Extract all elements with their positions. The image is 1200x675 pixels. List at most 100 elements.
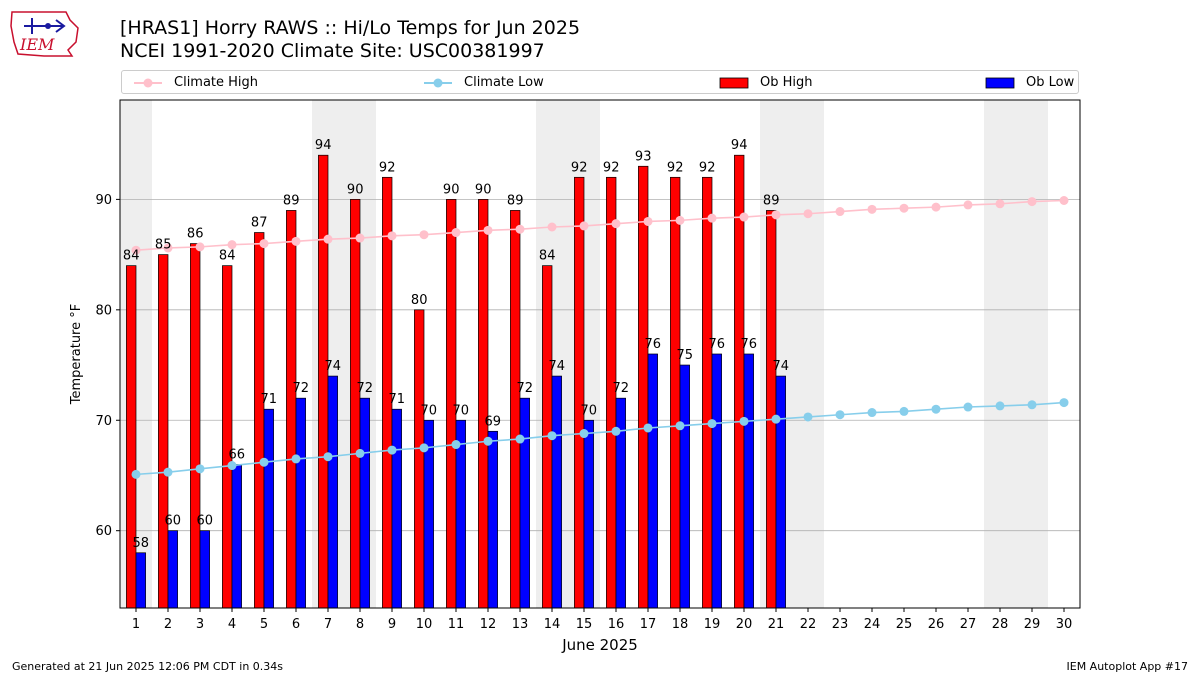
- climate-high-point-day-15: [579, 221, 589, 231]
- x-tick-label-day-17: 17: [640, 617, 657, 632]
- ob-high-label-day-4: 84: [219, 249, 236, 264]
- ob-low-label-day-19: 76: [709, 337, 726, 352]
- y-tick-label-80: 80: [95, 303, 112, 318]
- climate-high-point-day-29: [1027, 197, 1037, 207]
- ob-high-label-day-20: 94: [731, 138, 748, 153]
- climate-high-point-day-13: [515, 224, 525, 234]
- climate-low-point-day-24: [867, 408, 877, 418]
- climate-low-point-day-17: [643, 423, 653, 433]
- x-tick-label-day-8: 8: [356, 617, 364, 632]
- ob-high-label-day-2: 85: [155, 238, 172, 253]
- x-tick-label-day-20: 20: [736, 617, 753, 632]
- x-tick-label-day-18: 18: [672, 617, 689, 632]
- climate-high-point-day-14: [547, 222, 557, 232]
- ob-high-bar-day-3: [190, 243, 201, 609]
- ob-high-label-day-19: 92: [699, 160, 716, 175]
- legend-label-climate-low: Climate Low: [464, 75, 544, 90]
- ob-high-bar-day-1: [126, 265, 137, 609]
- climate-high-point-day-20: [739, 212, 749, 222]
- ob-low-bar-day-7: [327, 375, 338, 609]
- x-tick-label-day-11: 11: [448, 617, 465, 632]
- climate-low-point-day-11: [451, 440, 461, 450]
- climate-low-point-day-5: [259, 457, 269, 467]
- x-tick-label-day-29: 29: [1024, 617, 1041, 632]
- ob-low-label-day-18: 75: [677, 348, 694, 363]
- x-tick-label-day-10: 10: [416, 617, 433, 632]
- ob-high-label-day-9: 92: [379, 160, 396, 175]
- climate-low-point-day-23: [835, 410, 845, 420]
- weekend-shade-day-29: [1016, 100, 1048, 608]
- climate-lines-group: [131, 195, 1069, 479]
- ob-high-label-day-10: 80: [411, 293, 428, 308]
- chart-subtitle: NCEI 1991-2020 Climate Site: USC00381997: [120, 40, 545, 62]
- ob-high-label-day-17: 93: [635, 149, 652, 164]
- x-tick-label-day-16: 16: [608, 617, 625, 632]
- climate-high-point-day-9: [387, 231, 397, 241]
- x-tick-label-day-3: 3: [196, 617, 204, 632]
- ob-low-label-day-15: 70: [581, 403, 598, 418]
- weekend-shade-day-22: [792, 100, 824, 608]
- climate-low-point-day-2: [163, 467, 173, 477]
- climate-low-point-day-9: [387, 445, 397, 455]
- weekend-shade-day-28: [984, 100, 1016, 608]
- ob-high-bar-day-21: [766, 210, 777, 609]
- ob-low-bar-day-20: [743, 353, 754, 609]
- ob-high-label-day-12: 90: [475, 182, 492, 197]
- ob-low-bar-day-15: [583, 419, 594, 609]
- x-tick-label-day-27: 27: [960, 617, 977, 632]
- ob-low-label-day-13: 72: [517, 381, 534, 396]
- x-tick-label-day-15: 15: [576, 617, 593, 632]
- plot-frame: [119, 99, 1081, 609]
- climate-low-point-day-8: [355, 448, 365, 458]
- x-tick-label-day-21: 21: [768, 617, 785, 632]
- climate-high-point-day-10: [419, 230, 429, 240]
- ob-high-bar-day-18: [670, 176, 681, 609]
- ob-high-bar-day-4: [222, 265, 233, 609]
- climate-low-point-day-30: [1059, 398, 1069, 408]
- y-axis-label: Temperature °F: [69, 304, 84, 405]
- ob-high-label-day-5: 87: [251, 216, 268, 231]
- ob-high-bar-day-5: [254, 232, 265, 609]
- climate-high-point-day-6: [291, 236, 301, 246]
- ob-low-bar-day-19: [711, 353, 722, 609]
- ob-high-label-day-13: 89: [507, 193, 524, 208]
- climate-low-point-day-26: [931, 404, 941, 414]
- ob-high-label-day-21: 89: [763, 193, 780, 208]
- x-tick-label-day-12: 12: [480, 617, 497, 632]
- climate-low-point-day-28: [995, 401, 1005, 411]
- climate-low-point-day-13: [515, 434, 525, 444]
- ob-low-label-day-16: 72: [613, 381, 630, 396]
- climate-low-point-day-16: [611, 426, 621, 436]
- climate-high-point-day-24: [867, 204, 877, 214]
- ob-high-label-day-8: 90: [347, 182, 364, 197]
- chart-title: [HRAS1] Horry RAWS :: Hi/Lo Temps for Ju…: [120, 17, 581, 39]
- ob-high-label-day-14: 84: [539, 249, 556, 264]
- ob-low-label-day-9: 71: [389, 392, 406, 407]
- ob-high-bar-day-13: [510, 210, 521, 609]
- ob-low-label-day-6: 72: [293, 381, 310, 396]
- x-tick-label-day-13: 13: [512, 617, 529, 632]
- ob-low-bar-day-2: [167, 530, 178, 609]
- x-tick-label-day-26: 26: [928, 617, 945, 632]
- ob-low-bar-day-18: [679, 364, 690, 609]
- x-tick-label-day-14: 14: [544, 617, 561, 632]
- ob-high-bar-day-15: [574, 176, 585, 609]
- ob-low-label-day-7: 74: [325, 359, 342, 374]
- ob-low-bar-day-4: [231, 464, 242, 609]
- climate-high-point-day-4: [227, 240, 237, 250]
- ob-low-bar-day-9: [391, 408, 402, 609]
- ob-high-label-day-6: 89: [283, 193, 300, 208]
- ob-low-label-day-17: 76: [645, 337, 662, 352]
- ob-high-bar-day-20: [734, 154, 745, 609]
- bar-labels-group: 84 85 86 84 87 89 94 90 92 80 90 90 89 84 92 92 93 92 92 94…: [123, 138, 789, 551]
- climate-high-line: [135, 199, 1065, 251]
- climate-high-point-day-8: [355, 233, 365, 243]
- ob-high-label-day-1: 84: [123, 249, 140, 264]
- climate-high-point-day-19: [707, 213, 717, 223]
- ob-low-bar-day-13: [519, 397, 530, 609]
- x-tick-label-day-24: 24: [864, 617, 881, 632]
- climate-low-point-day-19: [707, 419, 717, 429]
- generated-timestamp: Generated at 21 Jun 2025 12:06 PM CDT in…: [12, 660, 284, 673]
- ob-low-label-day-4: 66: [229, 447, 246, 462]
